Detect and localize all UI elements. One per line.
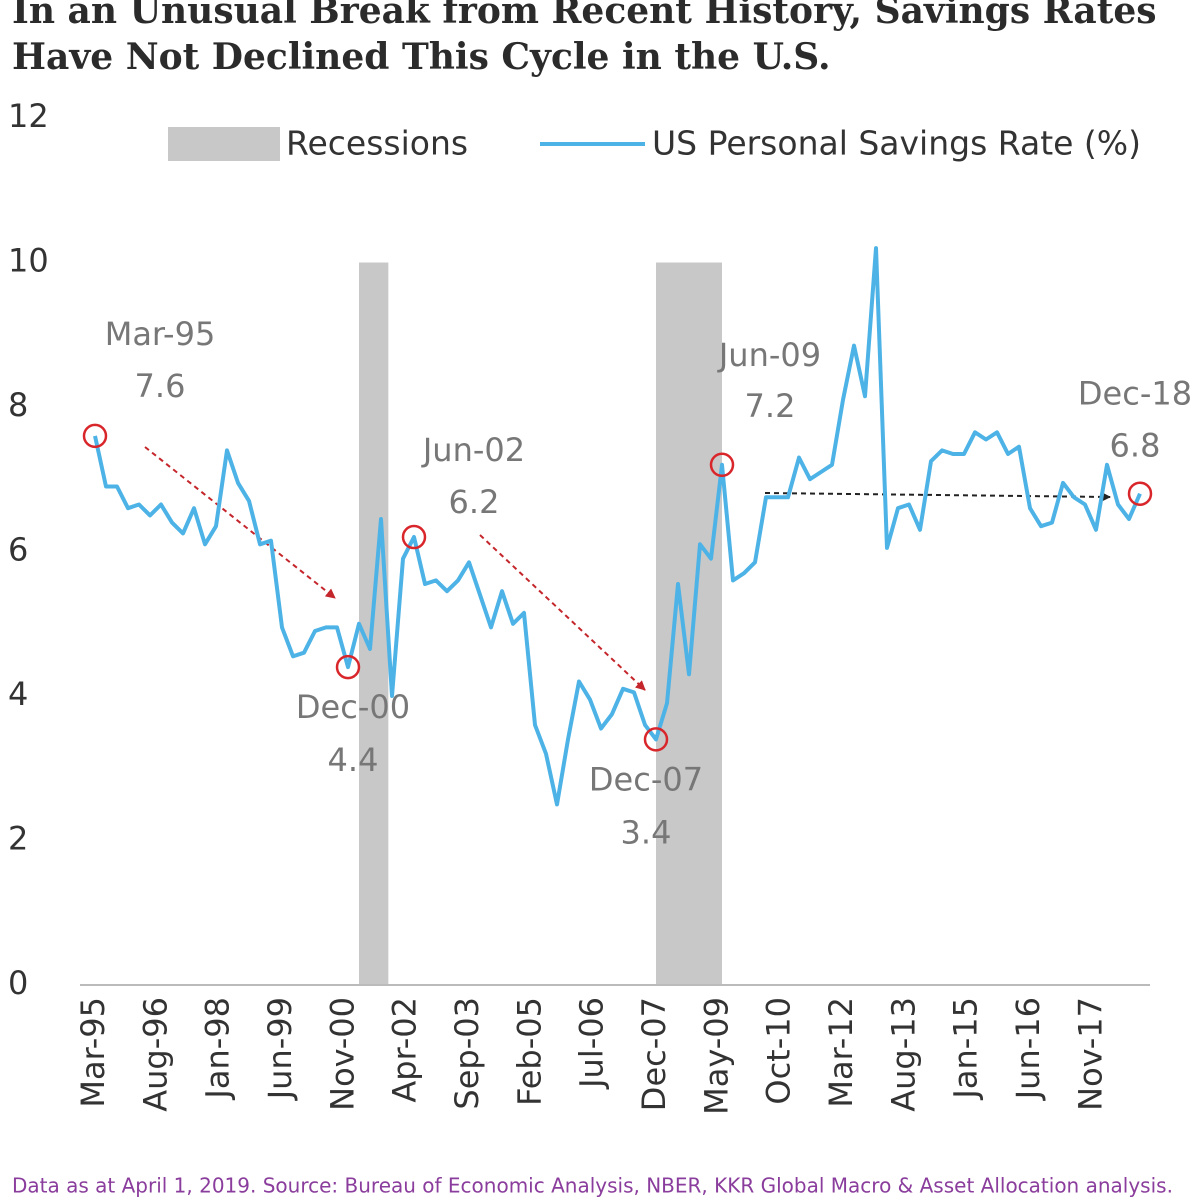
annotation-marker [709, 452, 735, 478]
legend-swatch [168, 127, 280, 161]
x-tick-label: Dec-07 [635, 997, 673, 1111]
annotation-marker [643, 727, 669, 752]
x-tick-label: Feb-05 [510, 997, 548, 1106]
x-tick-label: Mar-95 [74, 997, 112, 1108]
annotation-value: 3.4 [621, 813, 672, 851]
annotation-date: Dec-07 [589, 760, 703, 798]
annotation-marker [401, 524, 427, 550]
y-tick-label: 10 [8, 242, 49, 280]
chart-title: In an Unusual Break from Recent History,… [12, 0, 1157, 32]
annotation-date: Dec-00 [296, 688, 410, 726]
recession-bar [656, 262, 722, 985]
trend-arrow [764, 491, 1111, 502]
x-tick-label: Jan-15 [947, 997, 985, 1101]
annotation-date: Jun-02 [421, 431, 525, 469]
y-tick-label: 2 [8, 820, 28, 858]
savings-line [93, 246, 1142, 807]
x-tick-label: Jun-99 [261, 997, 299, 1101]
annotation-value: 6.2 [449, 483, 500, 521]
chart-title: Have Not Declined This Cycle in the U.S. [12, 36, 831, 78]
annotation-marker [335, 654, 361, 680]
y-tick-label: 6 [8, 531, 28, 569]
x-tick-label: Nov-17 [1071, 997, 1109, 1111]
x-tick-label: Jan-98 [199, 997, 237, 1101]
trend-arrow [144, 446, 336, 599]
annotation-date: Mar-95 [105, 315, 216, 353]
legend-label: Recessions [286, 124, 468, 163]
x-tick-label: Aug-13 [884, 997, 922, 1112]
x-tick-label: Nov-00 [323, 997, 361, 1111]
y-tick-label: 8 [8, 386, 28, 424]
x-tick-label: Oct-10 [760, 997, 798, 1105]
y-tick-label: 12 [8, 97, 49, 135]
x-tick-label: May-09 [697, 997, 735, 1115]
y-tick-label: 4 [8, 675, 28, 713]
annotation-marker [1127, 481, 1153, 506]
y-tick-label: 0 [8, 964, 28, 1002]
legend-label: US Personal Savings Rate (%) [652, 124, 1141, 163]
annotation-value: 7.6 [135, 367, 186, 405]
annotation-marker [82, 423, 108, 449]
footnote: Data as at April 1, 2019. Source: Bureau… [12, 1174, 1173, 1198]
annotation-value: 6.8 [1110, 427, 1161, 465]
x-tick-label: Jun-16 [1009, 997, 1047, 1101]
annotation-date: Jun-09 [717, 336, 821, 374]
x-tick-label: Apr-02 [386, 997, 424, 1103]
x-tick-label: Mar-12 [822, 997, 860, 1108]
trend-arrow [479, 534, 646, 691]
trend-arrows [144, 446, 1111, 691]
annotation-date: Dec-18 [1078, 375, 1192, 413]
annotation-value: 4.4 [328, 741, 379, 779]
x-tick-label: Aug-96 [136, 997, 174, 1112]
x-tick-label: Jul-06 [573, 997, 611, 1090]
annotation-value: 7.2 [745, 387, 796, 425]
x-tick-label: Sep-03 [448, 997, 486, 1110]
